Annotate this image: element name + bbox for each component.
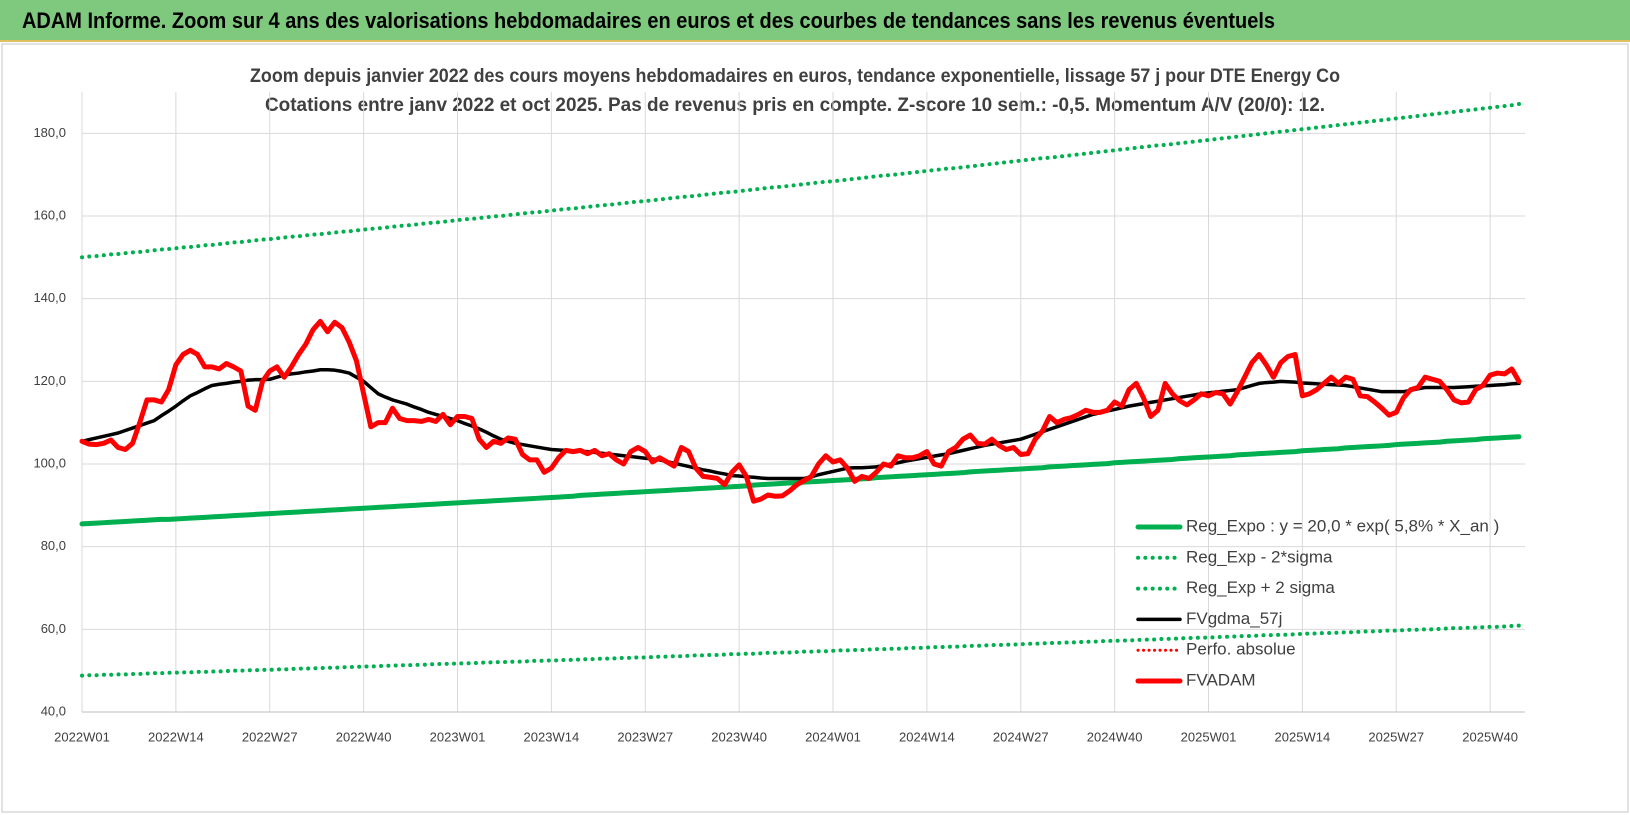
x-tick-label: 2025W14 xyxy=(1275,729,1331,744)
x-tick-label: 2022W40 xyxy=(336,729,392,744)
chart-frame xyxy=(1,43,1629,813)
legend-label: Reg_Exp + 2 sigma xyxy=(1186,578,1335,597)
x-tick-label: 2025W27 xyxy=(1368,729,1424,744)
x-tick-label: 2025W40 xyxy=(1462,729,1518,744)
y-tick-label: 140,0 xyxy=(33,290,66,305)
series-line xyxy=(80,101,1521,260)
y-tick-label: 180,0 xyxy=(33,125,66,140)
x-tick-label: 2023W01 xyxy=(430,729,486,744)
x-tick-label: 2023W14 xyxy=(524,729,580,744)
series-line xyxy=(80,623,1521,678)
legend-label: Reg_Exp - 2*sigma xyxy=(1186,547,1333,566)
x-tick-label: 2023W40 xyxy=(711,729,767,744)
chart-subtitle: Cotations entre janv 2022 et oct 2025. P… xyxy=(265,95,1325,116)
x-tick-label: 2024W14 xyxy=(899,729,955,744)
y-tick-label: 160,0 xyxy=(33,207,66,222)
x-tick-label: 2024W40 xyxy=(1087,729,1143,744)
legend-label: Perfo. absolue xyxy=(1186,640,1296,659)
x-tick-label: 2022W01 xyxy=(54,729,110,744)
y-tick-label: 60,0 xyxy=(41,621,66,636)
chart-title: Zoom depuis janvier 2022 des cours moyen… xyxy=(250,66,1340,87)
header-title: ADAM Informe. Zoom sur 4 ans des valoris… xyxy=(22,8,1275,33)
x-tick-label: 2024W01 xyxy=(805,729,861,744)
x-tick-label: 2022W27 xyxy=(242,729,298,744)
x-tick-label: 2023W27 xyxy=(617,729,673,744)
y-tick-label: 120,0 xyxy=(33,373,66,388)
legend-label: FVgdma_57j xyxy=(1186,609,1282,628)
series-line xyxy=(80,368,1521,481)
x-tick-label: 2025W01 xyxy=(1181,729,1237,744)
series-line xyxy=(79,318,1522,504)
x-tick-label: 2022W14 xyxy=(148,729,204,744)
header-bar xyxy=(0,0,1630,41)
y-tick-label: 40,0 xyxy=(41,703,66,718)
y-tick-label: 80,0 xyxy=(41,538,66,553)
x-tick-label: 2024W27 xyxy=(993,729,1049,744)
legend-label: FVADAM xyxy=(1186,670,1256,689)
y-tick-label: 100,0 xyxy=(33,455,66,470)
legend-label: Reg_Expo : y = 20,0 * exp( 5,8% * X_an ) xyxy=(1186,516,1499,535)
